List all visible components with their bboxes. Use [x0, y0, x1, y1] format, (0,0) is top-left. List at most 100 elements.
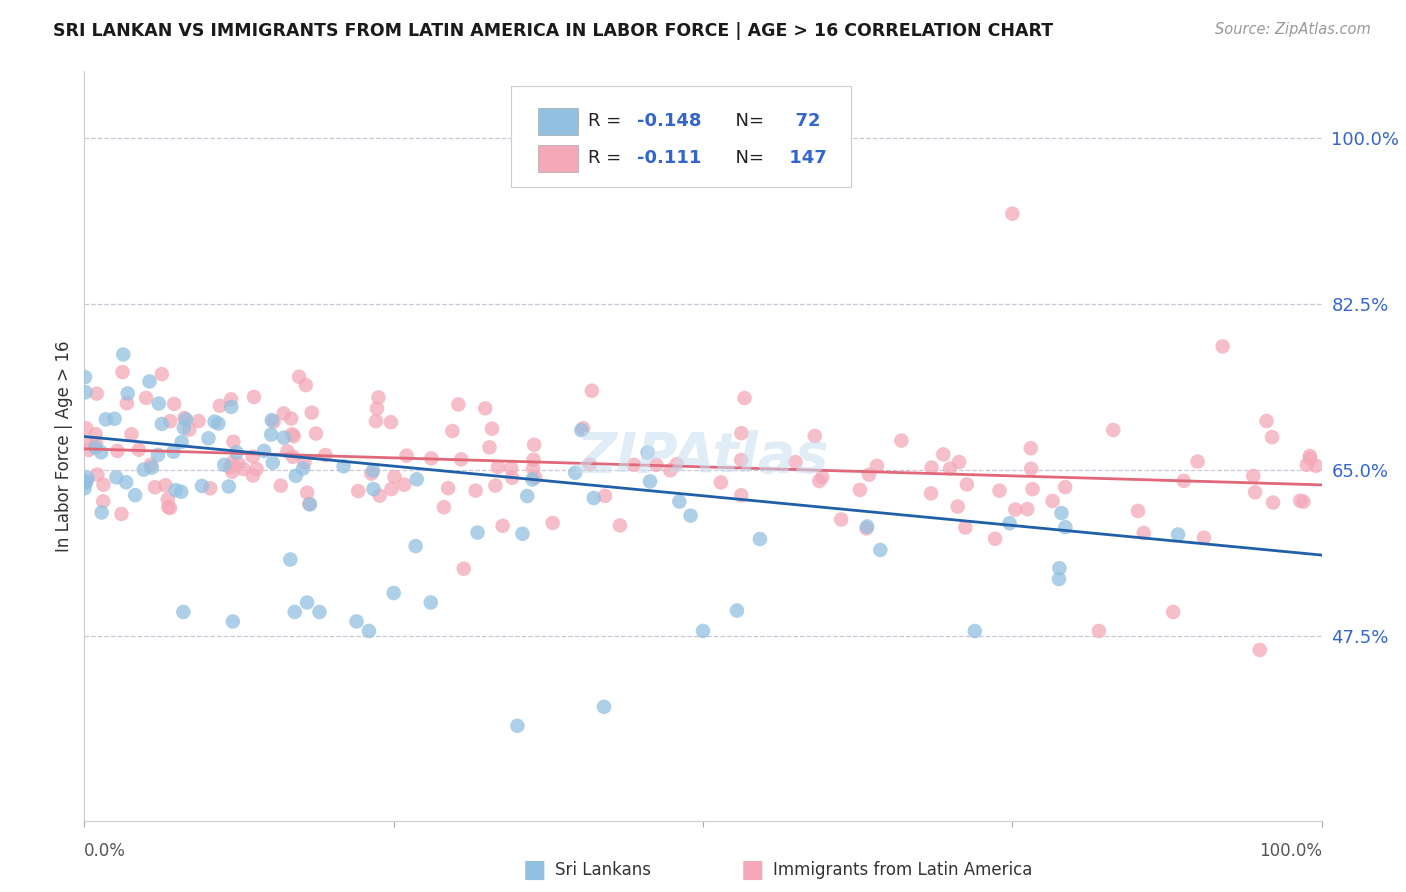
Point: [984, 532, 1007, 546]
Text: 72: 72: [783, 112, 821, 130]
Text: ■: ■: [523, 858, 546, 881]
Point: [1261, 495, 1284, 509]
Point: [1019, 441, 1042, 455]
Point: [441, 424, 464, 438]
Point: [75, 475, 97, 489]
Point: [1261, 430, 1284, 444]
Point: [609, 518, 631, 533]
Point: [332, 459, 354, 474]
Point: [484, 478, 506, 492]
Point: [76, 471, 98, 485]
Point: [564, 466, 586, 480]
Point: [1102, 423, 1125, 437]
Point: [394, 477, 416, 491]
Point: [84, 427, 107, 442]
Point: [204, 415, 226, 429]
Point: [447, 397, 470, 411]
Point: [855, 521, 877, 535]
Text: -0.148: -0.148: [637, 112, 702, 130]
Point: [219, 460, 242, 475]
Point: [273, 406, 295, 420]
Point: [492, 518, 515, 533]
Point: [1289, 493, 1312, 508]
Point: [170, 434, 193, 449]
Point: [522, 452, 544, 467]
Point: [295, 485, 318, 500]
Text: R =: R =: [588, 150, 627, 168]
Text: Sri Lankans: Sri Lankans: [555, 861, 651, 879]
Point: [111, 365, 134, 379]
Point: [522, 472, 544, 486]
Point: [132, 462, 155, 476]
Point: [366, 401, 388, 416]
Point: [1050, 506, 1073, 520]
Point: [173, 411, 195, 425]
Point: [1305, 458, 1327, 473]
Point: [486, 459, 509, 474]
Text: 100.0%: 100.0%: [1258, 841, 1322, 860]
FancyBboxPatch shape: [512, 87, 852, 187]
Point: [582, 491, 605, 505]
Point: [314, 448, 336, 462]
Point: [117, 386, 139, 401]
Point: [512, 526, 534, 541]
Point: [346, 615, 368, 629]
Point: [225, 445, 247, 459]
Point: [1241, 469, 1264, 483]
Point: [219, 392, 242, 407]
Point: [506, 719, 529, 733]
Point: [246, 462, 269, 476]
Point: [988, 483, 1011, 498]
Point: [730, 488, 752, 502]
Point: [208, 399, 231, 413]
Point: [1212, 339, 1234, 353]
Point: [1021, 482, 1043, 496]
Point: [363, 482, 385, 496]
Point: [692, 624, 714, 638]
Text: N=: N=: [724, 112, 763, 130]
Point: [292, 461, 315, 475]
Point: [420, 451, 443, 466]
Point: [578, 458, 600, 472]
Point: [1047, 561, 1070, 575]
Text: 147: 147: [783, 150, 827, 168]
Point: [150, 417, 173, 431]
Point: [207, 417, 229, 431]
Point: [516, 489, 538, 503]
Text: N=: N=: [724, 150, 763, 168]
Point: [93, 477, 115, 491]
Point: [278, 552, 301, 566]
Point: [260, 427, 283, 442]
Point: [221, 465, 243, 479]
Point: [91, 494, 114, 508]
Point: [105, 443, 128, 458]
Point: [998, 516, 1021, 531]
Text: SRI LANKAN VS IMMIGRANTS FROM LATIN AMERICA IN LABOR FORCE | AGE > 16 CORRELATIO: SRI LANKAN VS IMMIGRANTS FROM LATIN AMER…: [53, 22, 1053, 40]
Point: [467, 525, 489, 540]
Point: [273, 431, 295, 445]
Point: [243, 390, 266, 404]
Point: [173, 421, 195, 435]
Point: [856, 519, 879, 533]
Point: [112, 347, 135, 361]
Point: [380, 482, 402, 496]
Point: [260, 413, 283, 427]
Point: [232, 462, 254, 476]
Point: [956, 477, 979, 491]
Point: [242, 468, 264, 483]
Point: [77, 442, 100, 457]
Point: [955, 520, 977, 534]
Point: [501, 471, 523, 485]
Point: [121, 427, 143, 442]
Point: [156, 492, 179, 507]
Text: -0.111: -0.111: [637, 150, 702, 168]
Point: [1126, 504, 1149, 518]
Point: [1192, 531, 1215, 545]
Point: [645, 458, 668, 472]
Point: [419, 595, 441, 609]
Point: [361, 464, 384, 478]
Point: [222, 434, 245, 449]
Point: [283, 429, 305, 443]
Point: [143, 480, 166, 494]
Point: [148, 396, 170, 410]
